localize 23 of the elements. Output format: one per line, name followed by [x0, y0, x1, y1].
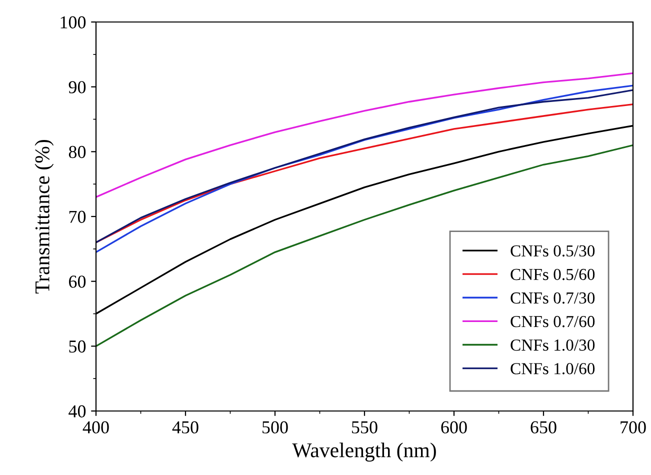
- legend-label: CNFs 1.0/30: [510, 339, 595, 351]
- y-axis-title: Transmittance (%): [34, 140, 54, 294]
- x-tick-label: 500: [262, 421, 288, 434]
- x-tick-label: 400: [82, 421, 109, 434]
- legend-label: CNFs 0.7/30: [510, 292, 595, 304]
- y-tick-label: 80: [68, 146, 86, 158]
- y-tick-label: 100: [60, 16, 86, 28]
- x-tick-label: 550: [352, 421, 378, 434]
- x-tick-label: 450: [172, 421, 198, 434]
- line-series: [96, 72, 633, 198]
- y-tick-label: 70: [69, 210, 86, 223]
- y-tick-label: 90: [68, 81, 86, 94]
- legend-label: CNFs 0.5/30: [510, 245, 595, 257]
- y-tick-label: 40: [68, 405, 86, 418]
- x-tick-label: 650: [530, 421, 556, 434]
- x-tick-label: 700: [620, 421, 646, 434]
- legend-label: CNFs 1.0/60: [510, 363, 595, 374]
- legend-label: CNFs 0.5/60: [510, 268, 595, 280]
- x-axis-title: Wavelength (nm): [292, 442, 436, 462]
- x-tick-label: 600: [441, 421, 467, 434]
- legend-label: CNFs 0.7/60: [510, 316, 595, 328]
- y-tick-label: 60: [69, 276, 86, 288]
- y-tick-label: 50: [69, 340, 86, 353]
